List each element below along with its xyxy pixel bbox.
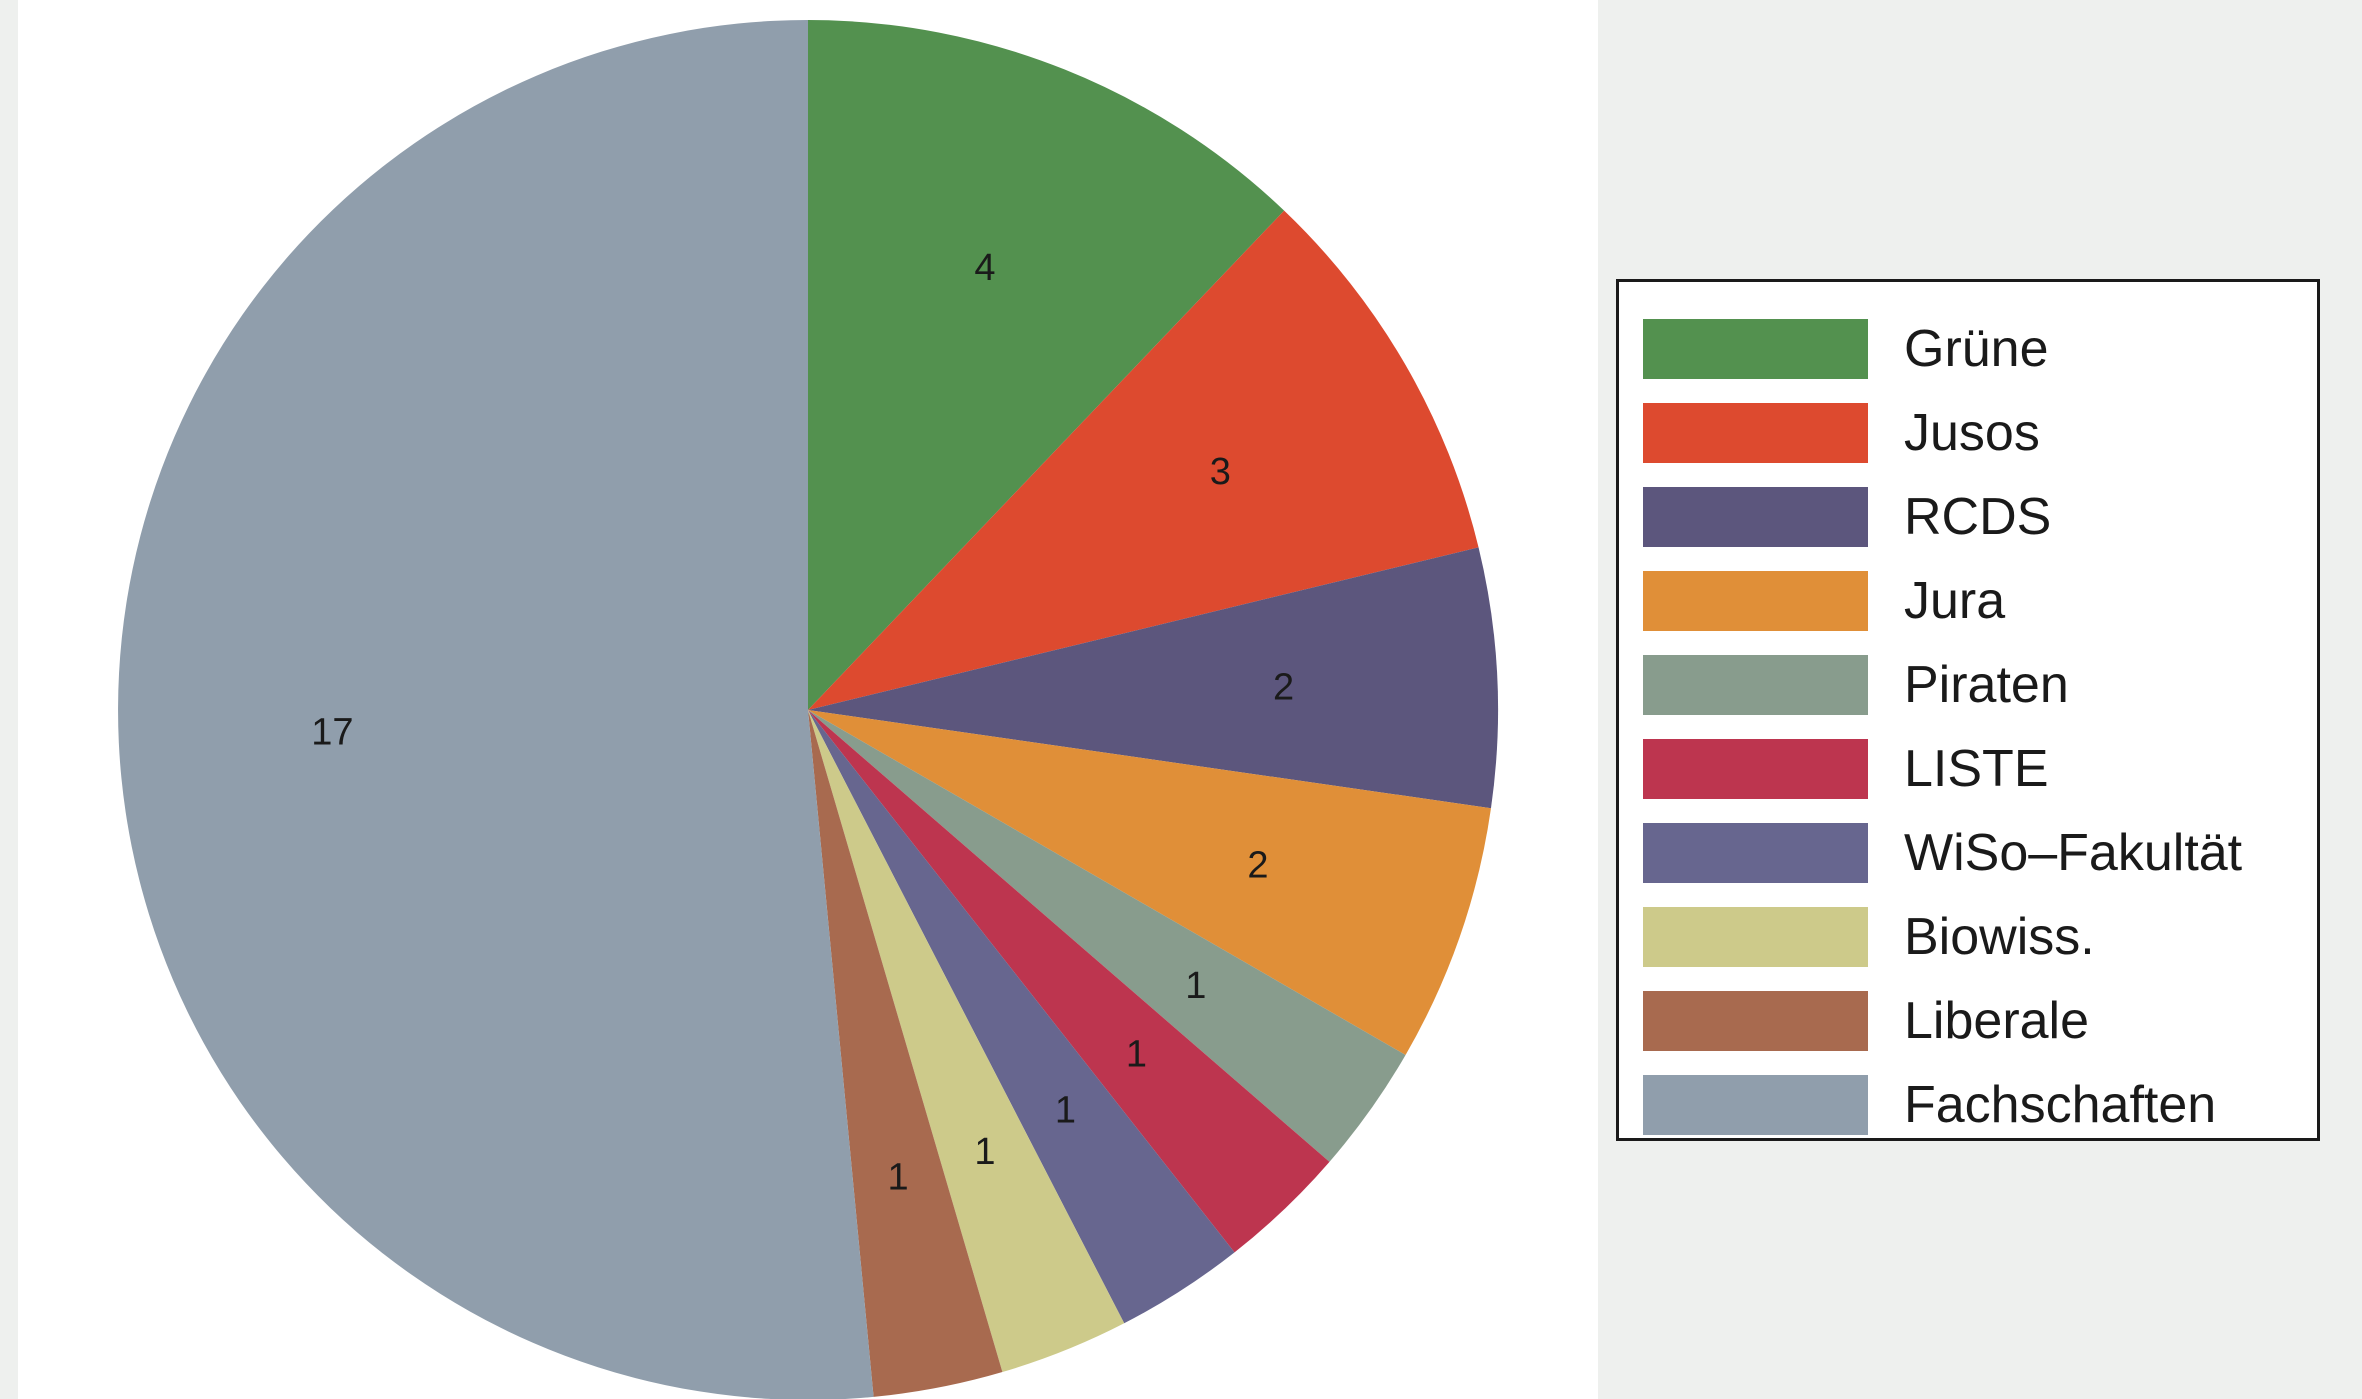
slice-value-label-1: 3 <box>1210 451 1231 493</box>
pie-slice-9 <box>118 20 874 1399</box>
legend-label-1: Jusos <box>1904 404 2040 462</box>
legend-swatch-8 <box>1643 991 1868 1051</box>
legend-item-0: Grüne <box>1643 307 2317 391</box>
legend-swatch-2 <box>1643 487 1868 547</box>
pie-slice-3 <box>808 710 1491 1055</box>
legend-label-5: LISTE <box>1904 740 2049 798</box>
legend-item-4: Piraten <box>1643 643 2317 727</box>
slice-value-label-6: 1 <box>1055 1090 1076 1132</box>
slice-value-label-9: 17 <box>311 712 353 754</box>
slice-value-label-2: 2 <box>1273 666 1294 708</box>
legend-swatch-5 <box>1643 739 1868 799</box>
legend-swatch-3 <box>1643 571 1868 631</box>
pie-slice-8 <box>808 710 1003 1397</box>
pie-slice-1 <box>808 210 1479 710</box>
slice-value-label-7: 1 <box>974 1131 995 1173</box>
legend-label-3: Jura <box>1904 572 2006 630</box>
pie-slices <box>118 20 1499 1399</box>
legend-item-9: Fachschaften <box>1643 1063 2317 1147</box>
slice-value-label-3: 2 <box>1247 845 1268 887</box>
legend-item-1: Jusos <box>1643 391 2317 475</box>
pie-slice-5 <box>808 710 1330 1253</box>
legend-item-6: WiSo–Fakultät <box>1643 811 2317 895</box>
pie-slice-4 <box>808 710 1406 1162</box>
legend-item-7: Biowiss. <box>1643 895 2317 979</box>
slice-value-label-0: 4 <box>974 247 995 289</box>
legend-label-8: Liberale <box>1904 992 2090 1050</box>
legend-label-0: Grüne <box>1904 320 2049 378</box>
legend-item-8: Liberale <box>1643 979 2317 1063</box>
legend-swatch-6 <box>1643 823 1868 883</box>
legend-swatch-9 <box>1643 1075 1868 1135</box>
legend-item-2: RCDS <box>1643 475 2317 559</box>
legend-item-3: Jura <box>1643 559 2317 643</box>
pie-slice-7 <box>808 710 1125 1373</box>
slice-value-label-8: 1 <box>888 1157 909 1199</box>
pie-slice-6 <box>808 710 1235 1324</box>
legend-swatch-0 <box>1643 319 1868 379</box>
pie-slice-0 <box>808 20 1285 710</box>
slice-value-label-5: 1 <box>1126 1034 1147 1076</box>
legend-label-7: Biowiss. <box>1904 908 2095 966</box>
legend-swatch-4 <box>1643 655 1868 715</box>
legend-swatch-1 <box>1643 403 1868 463</box>
slice-value-label-4: 1 <box>1185 965 1206 1007</box>
legend-label-9: Fachschaften <box>1904 1076 2217 1134</box>
legend-label-2: RCDS <box>1904 488 2052 546</box>
legend-item-5: LISTE <box>1643 727 2317 811</box>
pie-slice-2 <box>808 547 1499 809</box>
legend-label-6: WiSo–Fakultät <box>1904 824 2243 882</box>
legend-swatch-7 <box>1643 907 1868 967</box>
legend-label-4: Piraten <box>1904 656 2069 714</box>
legend: Grüne Jusos RCDS Jura Piraten LISTE WiSo–Fakul… <box>1616 279 2320 1141</box>
